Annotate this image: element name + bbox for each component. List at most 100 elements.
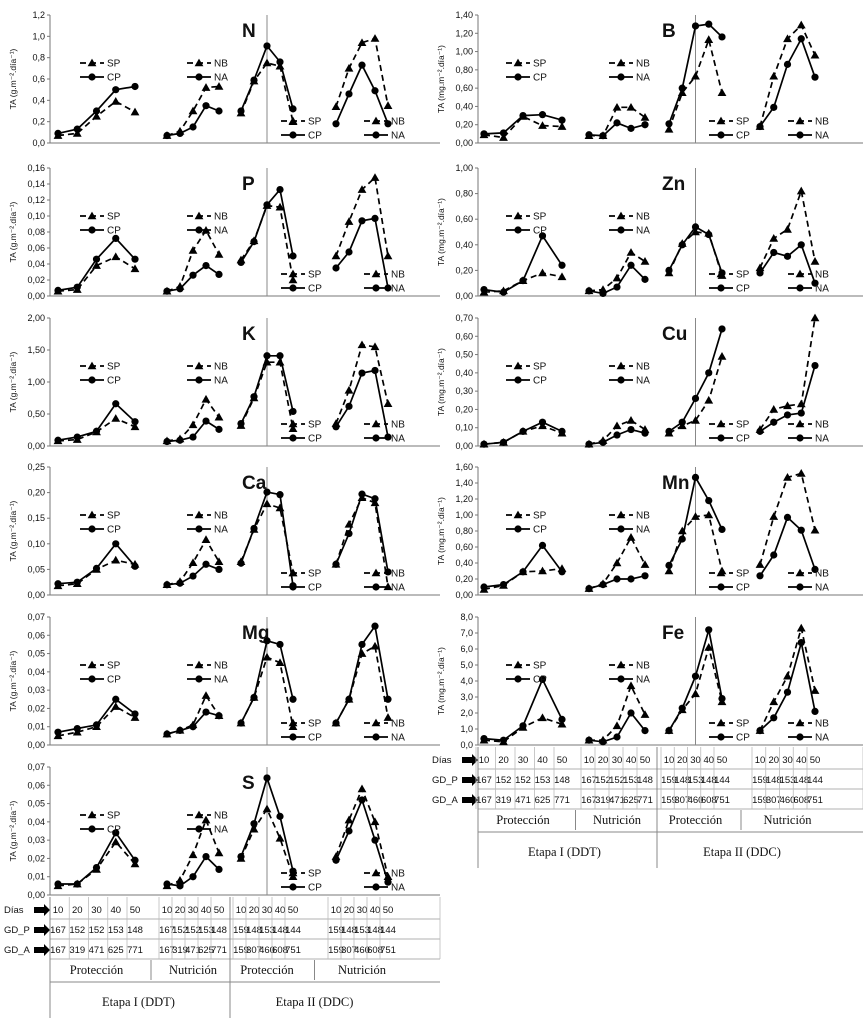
table-cell: 319 [69, 945, 85, 956]
data-point [599, 738, 607, 746]
data-point [612, 273, 622, 282]
table-cell: 153 [198, 925, 214, 936]
legend-marker [617, 73, 625, 81]
y-tick-label: 0,20 [455, 404, 473, 414]
y-tick-label: 0,40 [455, 240, 473, 250]
series-nb-stage-2 [755, 469, 820, 568]
series-na-stage-2 [756, 361, 819, 435]
data-point [558, 116, 566, 124]
y-tick-label: 0,00 [455, 441, 473, 451]
legend-marker [796, 284, 804, 292]
series-line [759, 365, 816, 433]
data-point [796, 186, 806, 195]
data-point [613, 575, 621, 583]
legend-sp-stage2: SP [709, 719, 750, 730]
legend-cp-stage2: CP [281, 434, 322, 445]
chart-panel-s: 0,00 0,01 0,02 0,03 0,04 0,05 0,06 0,07 TA (g.m⁻… [8, 762, 440, 900]
table-cell: 148 [127, 925, 143, 936]
legend-sp-stage2: SP [281, 569, 322, 580]
series-nb-stage-2 [331, 34, 393, 111]
legend-na: NA [187, 73, 228, 84]
legend-na: NA [609, 525, 650, 536]
legend-label: SP [736, 569, 750, 580]
data-point [519, 277, 527, 285]
data-point [811, 565, 819, 574]
series-line [335, 797, 389, 883]
y-tick-label: 0,00 [27, 890, 45, 900]
legend-marker [514, 675, 522, 683]
data-point [358, 369, 366, 377]
data-point [276, 491, 284, 499]
legend-marker [289, 284, 297, 292]
data-point [538, 566, 547, 575]
table-cell: 50 [214, 905, 225, 916]
series-cp-stage-1 [54, 234, 139, 294]
legend-marker [514, 525, 522, 533]
data-point [678, 535, 686, 543]
arrow-icon [34, 924, 50, 936]
table-cell: 148 [674, 775, 690, 786]
legend-marker [194, 211, 204, 220]
y-axis-label: TA (mg.m⁻².día⁻¹) [436, 348, 446, 416]
legend-nb-stage2: NB [364, 869, 405, 880]
chart-panel-fe: 0,0 1,0 2,0 3,0 4,0 5,0 6,0 7,0 8,0 TA (mg.m⁻².dí… [436, 612, 863, 750]
legend-marker [194, 510, 204, 519]
data-point [175, 875, 185, 884]
legend-marker [371, 419, 381, 428]
stage-label: Etapa II (DDC) [703, 845, 781, 859]
y-tick-label: 1,2 [32, 10, 45, 20]
series-nb-stage-1 [162, 535, 224, 589]
legend-marker [716, 419, 726, 428]
legend-label: SP [533, 59, 547, 70]
data-point [332, 120, 340, 128]
y-tick-label: 0,30 [455, 386, 473, 396]
legend-label: NA [391, 733, 405, 744]
data-point [189, 572, 197, 580]
series-na-stage-2 [332, 214, 392, 292]
data-point [627, 575, 635, 583]
chart-panel-cu: 0,00 0,10 0,20 0,30 0,40 0,50 0,60 0,70 TA (mg.m… [436, 313, 863, 451]
chart-panel-p: 0,00 0,02 0,04 0,06 0,08 0,10 0,12 0,14 0,16 TA (… [8, 163, 440, 301]
data-point [538, 121, 547, 129]
table-cell: 152 [172, 925, 188, 936]
legend-sp: SP [506, 59, 547, 70]
y-tick-label: 1,00 [455, 510, 473, 520]
data-point [202, 560, 210, 568]
series-cp-stage-1 [480, 418, 566, 448]
series-line [759, 187, 816, 269]
legend-label: NB [815, 117, 829, 128]
data-point [111, 555, 121, 564]
series-na-stage-1 [163, 102, 223, 140]
legend-marker [372, 434, 380, 442]
series-cp-stage-2 [665, 20, 726, 128]
data-point [176, 726, 184, 734]
data-point [250, 693, 258, 702]
legend-label: CP [107, 376, 121, 387]
legend-cp: CP [506, 675, 547, 686]
series-cp-stage-1 [54, 540, 139, 588]
table-cell: 167 [476, 775, 492, 786]
y-tick-label: 0,50 [455, 350, 473, 360]
series-line [166, 855, 220, 887]
data-point [384, 878, 392, 886]
table-cell: 50 [717, 755, 728, 766]
legend-label: CP [308, 434, 322, 445]
series-line [759, 317, 816, 430]
data-point [130, 107, 140, 116]
legend-marker [795, 269, 805, 278]
series-cp-stage-1 [480, 541, 566, 591]
legend-na: NA [609, 73, 650, 84]
y-tick-label: 0,00 [27, 740, 45, 750]
series-line [759, 36, 816, 127]
data-point [783, 401, 792, 410]
data-point [263, 352, 271, 360]
data-point [358, 61, 366, 69]
data-point [262, 58, 272, 67]
chart-title: Zn [662, 174, 685, 195]
legend-label: NB [815, 270, 829, 281]
data-point [383, 399, 393, 408]
legend-marker [289, 733, 297, 741]
legend-na-stage2: NA [364, 131, 405, 142]
table-cell: 159 [233, 945, 249, 956]
data-point [263, 774, 271, 782]
